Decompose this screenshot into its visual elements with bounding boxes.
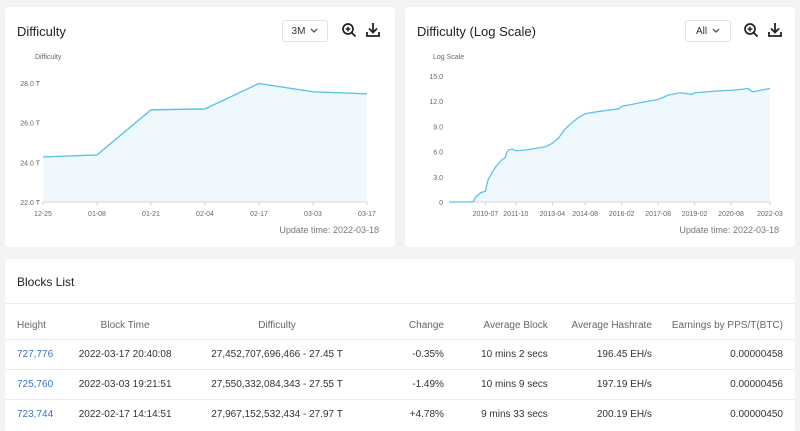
average-hashrate: 197.19 EH/s bbox=[547, 368, 652, 399]
y-tick-label: 24.0 T bbox=[20, 160, 40, 167]
range-select-all[interactable]: All bbox=[685, 20, 731, 42]
earnings-pps: 0.00000456 bbox=[651, 368, 795, 399]
y-tick-label: 22.0 T bbox=[20, 200, 40, 207]
series-line bbox=[449, 87, 771, 203]
range-select-value: All bbox=[695, 25, 708, 37]
average-hashrate: 196.45 EH/s bbox=[547, 338, 652, 369]
x-tick-label: 2017-08 bbox=[645, 211, 671, 218]
table-header-row: Height Block Time Difficulty Change Aver… bbox=[5, 313, 795, 339]
y-tick-label: 6.0 bbox=[433, 150, 443, 157]
chevron-down-icon bbox=[310, 28, 318, 33]
x-tick-label: 2014-08 bbox=[572, 211, 598, 218]
x-tick-label: 2011-10 bbox=[503, 211, 528, 218]
column-header-difficulty: Difficulty bbox=[258, 320, 296, 332]
blocks-list-title: Blocks List bbox=[17, 275, 75, 289]
earnings-pps: 0.00000450 bbox=[651, 398, 795, 429]
block-difficulty: 27,550,332,084,343 - 27.55 T bbox=[186, 368, 368, 399]
zoom-in-icon[interactable] bbox=[341, 22, 357, 38]
x-tick-label: 2013-04 bbox=[540, 211, 566, 218]
block-time: 2022-03-17 20:40:08 bbox=[63, 338, 187, 369]
blocks-table: Height Block Time Difficulty Change Aver… bbox=[5, 313, 795, 429]
y-tick-label: 3.0 bbox=[433, 175, 443, 182]
block-difficulty: 27,452,707,696,466 - 27.45 T bbox=[186, 338, 368, 369]
difficulty-title: Difficulty bbox=[17, 24, 66, 39]
y-tick-label: 28.0 T bbox=[20, 81, 40, 88]
area-fill bbox=[449, 88, 770, 202]
range-select-value: 3M bbox=[291, 25, 306, 37]
difficulty-card: Difficulty 3M DifficultyBTC.com22.0 T24.… bbox=[5, 7, 395, 247]
table-row: 725,760 2022-03-03 19:21:51 27,550,332,0… bbox=[5, 368, 795, 399]
difficulty-change: -1.49% bbox=[367, 368, 444, 399]
update-time-value: 2022-03-18 bbox=[732, 225, 779, 235]
zoom-in-icon[interactable] bbox=[743, 22, 759, 38]
block-height-link[interactable]: 727,776 bbox=[17, 348, 54, 360]
x-tick-label: 2022-03 bbox=[757, 211, 783, 218]
x-tick-label: 02-04 bbox=[196, 211, 214, 218]
y-axis-label: Log Scale bbox=[433, 54, 464, 61]
update-time-value: 2022-03-18 bbox=[332, 225, 379, 235]
chevron-down-icon bbox=[712, 28, 720, 33]
blocks-list-card: Blocks List Height Block Time Difficulty… bbox=[5, 259, 795, 431]
table-row: 723,744 2022-02-17 14:14:51 27,967,152,5… bbox=[5, 398, 795, 429]
area-fill bbox=[43, 83, 367, 202]
y-tick-label: 26.0 T bbox=[20, 121, 40, 128]
log-update-time: Update time: 2022-03-18 bbox=[679, 225, 779, 235]
difficulty-update-time: Update time: 2022-03-18 bbox=[279, 225, 379, 235]
y-tick-label: 15.0 bbox=[429, 74, 443, 81]
difficulty-chart: DifficultyBTC.com22.0 T24.0 T26.0 T28.0 … bbox=[20, 54, 376, 218]
difficulty-change: -0.35% bbox=[367, 338, 444, 369]
earnings-pps: 0.00000458 bbox=[651, 338, 795, 369]
block-difficulty: 27,967,152,532,434 - 27.97 T bbox=[186, 398, 368, 429]
x-tick-label: 01-08 bbox=[88, 211, 106, 218]
divider bbox=[5, 303, 795, 304]
y-tick-label: 9.0 bbox=[433, 124, 443, 131]
block-time: 2022-03-03 19:21:51 bbox=[63, 368, 187, 399]
x-tick-label: 2019-02 bbox=[682, 211, 708, 218]
x-tick-label: 01-21 bbox=[142, 211, 160, 218]
column-header-block-time: Block Time bbox=[100, 320, 150, 332]
difficulty-change: +4.78% bbox=[367, 398, 444, 429]
range-select-3m[interactable]: 3M bbox=[282, 20, 328, 42]
x-tick-label: 02-17 bbox=[250, 211, 268, 218]
difficulty-log-chart: Log ScaleBTC.com03.06.09.012.015.02010-0… bbox=[429, 54, 783, 218]
x-tick-label: 2016-02 bbox=[609, 211, 635, 218]
update-time-label: Update time: bbox=[679, 225, 731, 235]
download-icon[interactable] bbox=[767, 22, 783, 38]
x-tick-label: 03-17 bbox=[358, 211, 376, 218]
column-header-change: Change bbox=[408, 320, 444, 332]
block-time: 2022-02-17 14:14:51 bbox=[63, 398, 187, 429]
difficulty-log-card: Difficulty (Log Scale) All Log ScaleBTC.… bbox=[405, 7, 795, 247]
column-header-earnings: Earnings by PPS/T(BTC) bbox=[671, 320, 783, 332]
update-time-label: Update time: bbox=[279, 225, 331, 235]
column-header-average-hashrate: Average Hashrate bbox=[571, 320, 652, 332]
y-tick-label: 0 bbox=[439, 200, 443, 207]
block-height-link[interactable]: 725,760 bbox=[17, 378, 54, 390]
y-axis-label: Difficulty bbox=[35, 54, 62, 61]
average-block-time: 10 mins 9 secs bbox=[443, 368, 548, 399]
series-line bbox=[42, 82, 368, 158]
block-height-link[interactable]: 723,744 bbox=[17, 408, 54, 420]
column-header-height: Height bbox=[17, 320, 46, 332]
x-tick-label: 03-03 bbox=[304, 211, 322, 218]
x-tick-label: 12-25 bbox=[34, 211, 52, 218]
x-tick-label: 2020-08 bbox=[718, 211, 744, 218]
table-row: 727,776 2022-03-17 20:40:08 27,452,707,6… bbox=[5, 338, 795, 369]
average-block-time: 10 mins 2 secs bbox=[443, 338, 548, 369]
download-icon[interactable] bbox=[365, 22, 381, 38]
x-tick-label: 2010-07 bbox=[473, 211, 499, 218]
column-header-average-block: Average Block bbox=[483, 320, 548, 332]
average-block-time: 9 mins 33 secs bbox=[443, 398, 548, 429]
y-tick-label: 12.0 bbox=[429, 99, 443, 106]
average-hashrate: 200.19 EH/s bbox=[547, 398, 652, 429]
difficulty-log-title: Difficulty (Log Scale) bbox=[417, 24, 536, 39]
